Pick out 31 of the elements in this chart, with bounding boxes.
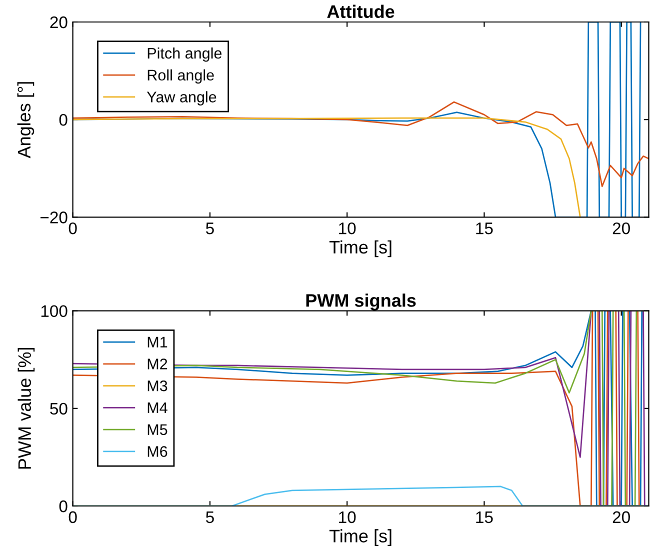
y-tick-label: 50 [50, 402, 68, 415]
x-tick-label: 15 [476, 222, 493, 234]
x-axis-title: Time [s] [329, 529, 392, 546]
legend-label: Pitch angle [148, 47, 222, 62]
legend-label: M3 [148, 380, 168, 392]
x-tick-label: 0 [68, 222, 77, 234]
legend-label: Roll angle [148, 69, 214, 84]
y-tick-label: 0 [59, 114, 68, 126]
x-tick-label: 15 [476, 511, 493, 524]
x-tick-label: 5 [206, 222, 214, 234]
x-axis-title: Time [s] [329, 240, 392, 258]
x-tick-label: 20 [612, 511, 630, 524]
legend-label: M5 [148, 424, 168, 436]
x-tick-label: 10 [339, 511, 356, 524]
y-axis-title: PWM value [%] [18, 348, 35, 469]
chart-title: PWM signals [306, 294, 416, 310]
y-tick-label: 20 [50, 16, 68, 28]
legend-label: Yaw angle [146, 91, 216, 106]
legend-label: M2 [148, 358, 168, 370]
legend-label: M1 [148, 336, 168, 348]
y-tick-label: 0 [59, 500, 68, 512]
legend-label: M6 [148, 446, 168, 457]
x-tick-label: 5 [206, 511, 214, 524]
y-tick-label: −20 [40, 212, 68, 224]
legend-label: M4 [148, 402, 168, 414]
x-tick-label: 20 [612, 222, 630, 234]
x-tick-label: 0 [68, 511, 77, 524]
chart-title: Attitude [327, 4, 394, 18]
y-tick-label: 100 [41, 305, 68, 318]
x-tick-label: 10 [339, 222, 356, 234]
y-axis-title: Angles [°] [17, 82, 34, 158]
